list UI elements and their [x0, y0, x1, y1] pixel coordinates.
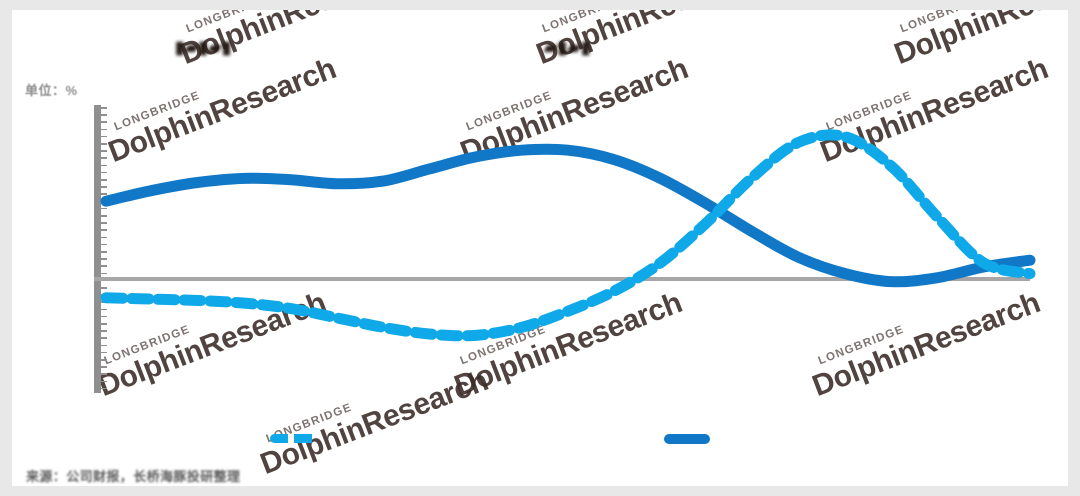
series-solid-line	[100, 143, 1036, 288]
source-note: 来源：公司财报，长桥海豚投研整理	[26, 469, 241, 484]
zero-baseline	[94, 277, 1030, 281]
plot-area	[100, 129, 1036, 342]
legend-item-series-dashed[interactable]	[270, 434, 324, 443]
data-annotation-left: ▮▰▮▰▮	[175, 38, 232, 57]
legend-swatch-dashed-icon	[270, 434, 316, 443]
y-axis-unit-label: 单位：%	[25, 83, 78, 98]
data-annotation-right: ▰▮▰▮	[544, 38, 591, 57]
legend-item-series-solid[interactable]	[664, 434, 718, 444]
chart-legend	[12, 434, 1068, 460]
chart-canvas: LONGBRIDGE DolphinResearch LONGBRIDGE Do…	[12, 10, 1068, 486]
series-dashed-line	[100, 129, 1036, 342]
legend-swatch-solid-icon	[664, 434, 710, 444]
y-axis-line	[94, 105, 101, 393]
